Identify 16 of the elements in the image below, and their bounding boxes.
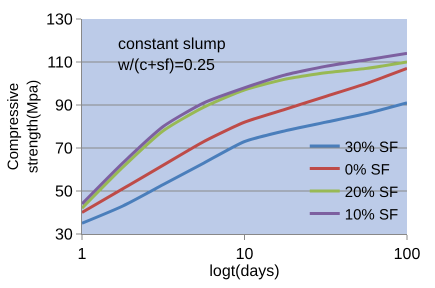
x-tick-label: 10 xyxy=(236,246,254,264)
x-tick-label: 100 xyxy=(394,246,420,264)
y-tick-label: 90 xyxy=(55,98,73,115)
y-axis-title: Compressive strength(Mpa) xyxy=(4,80,42,174)
x-tick-label: 1 xyxy=(78,246,87,264)
legend-label: 10% SF xyxy=(344,206,398,224)
legend-label: 30% SF xyxy=(344,138,398,156)
y-tick-label: 50 xyxy=(55,184,73,201)
y-tick-label: 110 xyxy=(47,54,73,72)
annotation: constant slump w/(c+sf)=0.25 xyxy=(117,36,226,74)
y-tick-label: 70 xyxy=(55,140,73,158)
x-axis-title: logt(days) xyxy=(209,263,280,280)
legend-label: 20% SF xyxy=(344,184,398,201)
legend-label: 0% SF xyxy=(344,161,390,178)
y-tick-label: 30 xyxy=(55,226,73,244)
y-tick-label: 130 xyxy=(46,12,73,29)
